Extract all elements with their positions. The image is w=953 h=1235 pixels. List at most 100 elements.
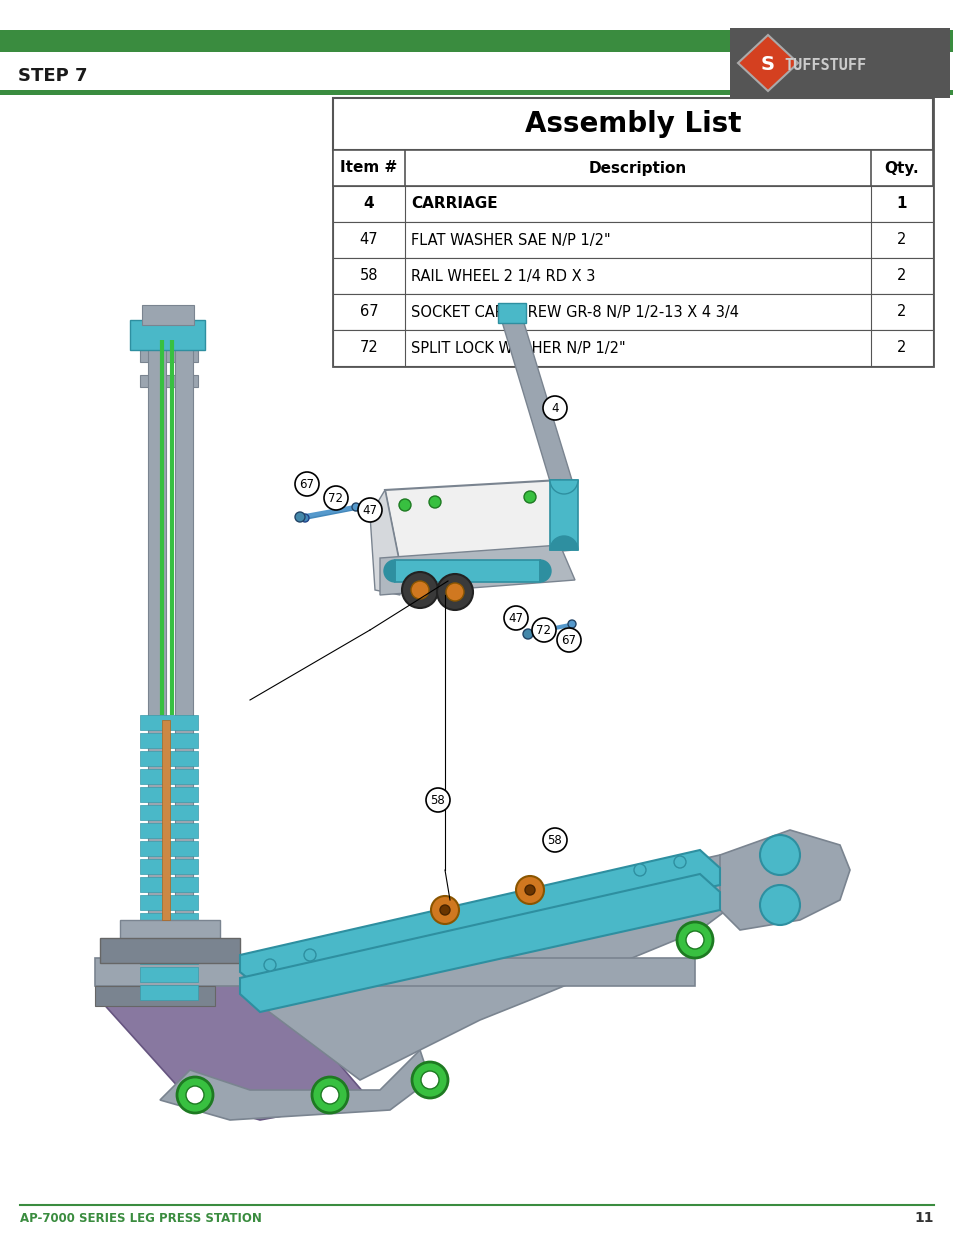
Circle shape: [760, 835, 800, 876]
Text: S: S: [760, 56, 774, 74]
Bar: [140, 967, 198, 982]
Text: Description: Description: [588, 161, 686, 175]
Text: 67: 67: [359, 305, 378, 320]
Bar: [333, 330, 932, 366]
Bar: [333, 186, 932, 222]
Text: 72: 72: [359, 341, 378, 356]
Polygon shape: [240, 850, 720, 988]
Circle shape: [634, 864, 645, 876]
Text: 2: 2: [897, 305, 905, 320]
Polygon shape: [385, 480, 569, 564]
Bar: [140, 350, 198, 362]
Text: SOCKET CAP SCREW GR-8 N/P 1/2-13 X 4 3/4: SOCKET CAP SCREW GR-8 N/P 1/2-13 X 4 3/4: [411, 305, 739, 320]
Bar: [333, 149, 932, 186]
Bar: [162, 720, 170, 920]
Bar: [140, 931, 198, 946]
Bar: [140, 823, 198, 839]
Bar: [140, 986, 198, 1000]
Circle shape: [294, 513, 305, 522]
Bar: [140, 375, 198, 387]
Text: 11: 11: [914, 1212, 933, 1225]
Bar: [142, 305, 193, 325]
Circle shape: [436, 574, 473, 610]
Wedge shape: [550, 536, 578, 550]
Text: 2: 2: [897, 341, 905, 356]
Bar: [174, 335, 193, 955]
Text: 2: 2: [897, 268, 905, 284]
Circle shape: [567, 620, 576, 629]
Bar: [140, 805, 198, 820]
Bar: [95, 958, 695, 986]
Circle shape: [401, 572, 437, 608]
Text: Qty.: Qty.: [883, 161, 919, 175]
Circle shape: [301, 514, 309, 522]
Circle shape: [264, 960, 275, 971]
Text: RAIL WHEEL 2 1/4 RD X 3: RAIL WHEEL 2 1/4 RD X 3: [411, 268, 595, 284]
Circle shape: [542, 396, 566, 420]
Bar: [0, 52, 953, 94]
Bar: [0, 90, 953, 95]
Bar: [120, 920, 220, 942]
Text: 4: 4: [551, 403, 558, 415]
Circle shape: [431, 897, 458, 924]
Circle shape: [324, 487, 348, 510]
Text: 2: 2: [897, 232, 905, 247]
Polygon shape: [100, 960, 370, 1120]
Bar: [395, 559, 539, 582]
Circle shape: [177, 1077, 213, 1113]
Bar: [140, 860, 198, 874]
Text: STEP 7: STEP 7: [18, 67, 88, 85]
Bar: [140, 913, 198, 927]
Bar: [333, 258, 932, 294]
Text: 72: 72: [328, 493, 343, 505]
Circle shape: [357, 498, 381, 522]
Circle shape: [439, 905, 450, 915]
Circle shape: [760, 885, 800, 925]
Circle shape: [429, 496, 440, 508]
Polygon shape: [379, 545, 575, 595]
Text: TUFFSTUFF: TUFFSTUFF: [783, 58, 865, 73]
Text: 67: 67: [561, 635, 576, 647]
Text: 47: 47: [362, 505, 377, 517]
Bar: [333, 294, 932, 330]
Polygon shape: [240, 874, 720, 1011]
Circle shape: [411, 580, 429, 599]
Polygon shape: [240, 855, 800, 1079]
Bar: [140, 769, 198, 784]
Circle shape: [312, 1077, 348, 1113]
Circle shape: [320, 1086, 338, 1104]
Circle shape: [516, 876, 543, 904]
Text: 47: 47: [508, 613, 523, 625]
Text: CARRIAGE: CARRIAGE: [411, 196, 497, 211]
Text: Assembly List: Assembly List: [524, 110, 740, 138]
Wedge shape: [384, 559, 395, 582]
Circle shape: [503, 606, 527, 630]
Text: FLAT WASHER SAE N/P 1/2": FLAT WASHER SAE N/P 1/2": [411, 232, 610, 247]
Bar: [100, 939, 240, 963]
Circle shape: [412, 1062, 448, 1098]
Bar: [130, 320, 205, 350]
Bar: [0, 30, 953, 52]
Bar: [140, 734, 198, 748]
Bar: [140, 948, 198, 965]
Text: SPLIT LOCK WASHER N/P 1/2": SPLIT LOCK WASHER N/P 1/2": [411, 341, 625, 356]
Bar: [140, 841, 198, 856]
Bar: [333, 98, 932, 149]
Bar: [333, 222, 932, 258]
Bar: [140, 877, 198, 892]
Circle shape: [522, 629, 533, 638]
Circle shape: [523, 492, 536, 503]
Wedge shape: [550, 480, 578, 494]
Text: 58: 58: [547, 835, 561, 847]
Text: 4: 4: [363, 196, 374, 211]
Circle shape: [420, 1071, 438, 1089]
Bar: [140, 715, 198, 730]
Text: 58: 58: [359, 268, 377, 284]
Bar: [140, 895, 198, 910]
Bar: [729, 28, 949, 98]
Bar: [497, 303, 525, 324]
Circle shape: [542, 827, 566, 852]
Text: 47: 47: [359, 232, 378, 247]
Circle shape: [557, 629, 580, 652]
Circle shape: [677, 923, 712, 958]
